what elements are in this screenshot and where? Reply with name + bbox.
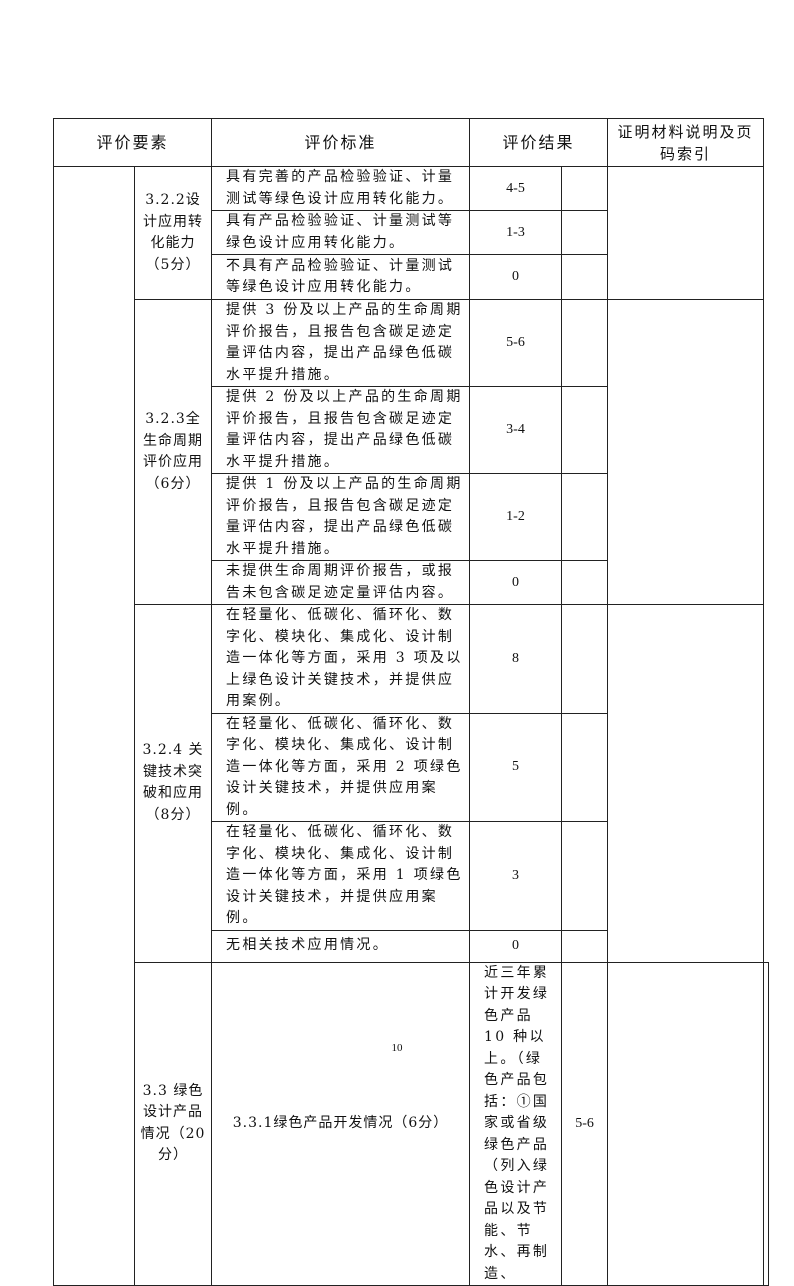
- criterion-cell: 近三年累计开发绿色产品 10 种以上。（绿色产品包括：①国家或省级绿色产品（列入…: [469, 961, 563, 1286]
- result-input-cell[interactable]: [561, 166, 609, 211]
- criterion-cell: 具有产品检验验证、计量测试等绿色设计应用转化能力。: [211, 210, 471, 255]
- result-input-cell[interactable]: [561, 473, 609, 561]
- score-cell: 1-3: [469, 210, 563, 255]
- table-row: 在轻量化、低碳化、循环化、数字化、模块化、集成化、设计制造一体化等方面，采用 1…: [54, 821, 769, 931]
- group-cell: 3.3 绿色设计产品情况（20分）: [133, 961, 213, 1286]
- header-row: 评价要素 评价标准 评价结果 证明材料说明及页码索引: [52, 118, 769, 167]
- item-cell: 3.2.4 关键技术突破和应用（8分）: [133, 604, 213, 963]
- score-cell: 4-5: [469, 166, 563, 211]
- group-cell-empty: [53, 166, 135, 1286]
- score-cell: 0: [469, 560, 563, 605]
- criterion-cell: 未提供生命周期评价报告，或报告未包含碳足迹定量评估内容。: [211, 560, 471, 605]
- criterion-cell: 提供 1 份及以上产品的生命周期评价报告，且报告包含碳足迹定量评估内容，提出产品…: [211, 473, 471, 561]
- score-cell: 5-6: [561, 961, 609, 1286]
- score-cell: 0: [469, 254, 563, 300]
- result-input-cell[interactable]: [561, 712, 609, 822]
- table-row: 3.2.2设计应用转化能力（5分） 具有完善的产品检验验证、计量测试等绿色设计应…: [53, 166, 769, 1286]
- score-cell: 8: [469, 604, 563, 714]
- criterion-cell: 提供 3 份及以上产品的生命周期评价报告，且报告包含碳足迹定量评估内容，提出产品…: [211, 299, 471, 387]
- table-row: 提供 1 份及以上产品的生命周期评价报告，且报告包含碳足迹定量评估内容，提出产品…: [54, 473, 769, 561]
- criterion-cell: 具有完善的产品检验验证、计量测试等绿色设计应用转化能力。: [211, 166, 471, 211]
- evidence-cell[interactable]: [607, 299, 765, 605]
- score-cell: 3: [469, 821, 563, 931]
- header-result: 评价结果: [469, 118, 609, 167]
- header-criterion: 评价标准: [211, 118, 471, 167]
- result-input-cell[interactable]: [561, 821, 609, 931]
- table-row: 未提供生命周期评价报告，或报告未包含碳足迹定量评估内容。 0: [54, 560, 769, 605]
- result-input-cell[interactable]: [561, 604, 609, 714]
- table-row: 3.2.3全生命周期评价应用（6分） 提供 3 份及以上产品的生命周期评价报告，…: [54, 299, 769, 605]
- table-row: 提供 2 份及以上产品的生命周期评价报告，且报告包含碳足迹定量评估内容，提出产品…: [54, 386, 769, 474]
- item-cell: 3.2.2设计应用转化能力（5分）: [133, 166, 213, 300]
- criterion-cell: 在轻量化、低碳化、循环化、数字化、模块化、集成化、设计制造一体化等方面，采用 3…: [211, 604, 471, 714]
- score-cell: 5: [469, 712, 563, 822]
- table-row: 3.2.4 关键技术突破和应用（8分） 在轻量化、低碳化、循环化、数字化、模块化…: [54, 604, 769, 963]
- page-number: 10: [391, 1042, 403, 1054]
- header-element: 评价要素: [52, 118, 213, 167]
- result-input-cell[interactable]: [561, 560, 609, 605]
- result-input-cell[interactable]: [607, 961, 765, 1286]
- item-cell: 3.2.3全生命周期评价应用（6分）: [133, 299, 213, 605]
- table-row: 不具有产品检验验证、计量测试等绿色设计应用转化能力。 0: [54, 254, 769, 300]
- criterion-cell: 提供 2 份及以上产品的生命周期评价报告，且报告包含碳足迹定量评估内容，提出产品…: [211, 386, 471, 474]
- result-input-cell[interactable]: [561, 210, 609, 255]
- evaluation-table: 评价要素 评价标准 评价结果 证明材料说明及页码索引 3.2.2设计应用转化能力…: [52, 118, 769, 1286]
- table-row: 3.3 绿色设计产品情况（20分） 3.3.1绿色产品开发情况（6分） 近三年累…: [54, 961, 769, 1286]
- evidence-cell[interactable]: [607, 166, 765, 300]
- result-input-cell[interactable]: [561, 386, 609, 474]
- header-evidence: 证明材料说明及页码索引: [607, 118, 765, 167]
- score-cell: 0: [469, 929, 563, 963]
- result-input-cell[interactable]: [561, 929, 609, 963]
- criterion-cell: 在轻量化、低碳化、循环化、数字化、模块化、集成化、设计制造一体化等方面，采用 1…: [211, 821, 471, 931]
- score-cell: 1-2: [469, 473, 563, 561]
- result-input-cell[interactable]: [561, 299, 609, 387]
- table-row: 具有产品检验验证、计量测试等绿色设计应用转化能力。 1-3: [54, 210, 769, 255]
- evidence-cell[interactable]: [763, 961, 769, 1286]
- criterion-cell: 无相关技术应用情况。: [211, 929, 471, 963]
- table-row: 无相关技术应用情况。 0: [54, 929, 769, 963]
- result-input-cell[interactable]: [561, 254, 609, 300]
- score-cell: 5-6: [469, 299, 563, 387]
- item-cell: 3.3.1绿色产品开发情况（6分）: [211, 961, 471, 1286]
- score-cell: 3-4: [469, 386, 563, 474]
- evidence-cell[interactable]: [607, 604, 765, 963]
- criterion-cell: 不具有产品检验验证、计量测试等绿色设计应用转化能力。: [211, 254, 471, 300]
- criterion-cell: 在轻量化、低碳化、循环化、数字化、模块化、集成化、设计制造一体化等方面，采用 2…: [211, 712, 471, 822]
